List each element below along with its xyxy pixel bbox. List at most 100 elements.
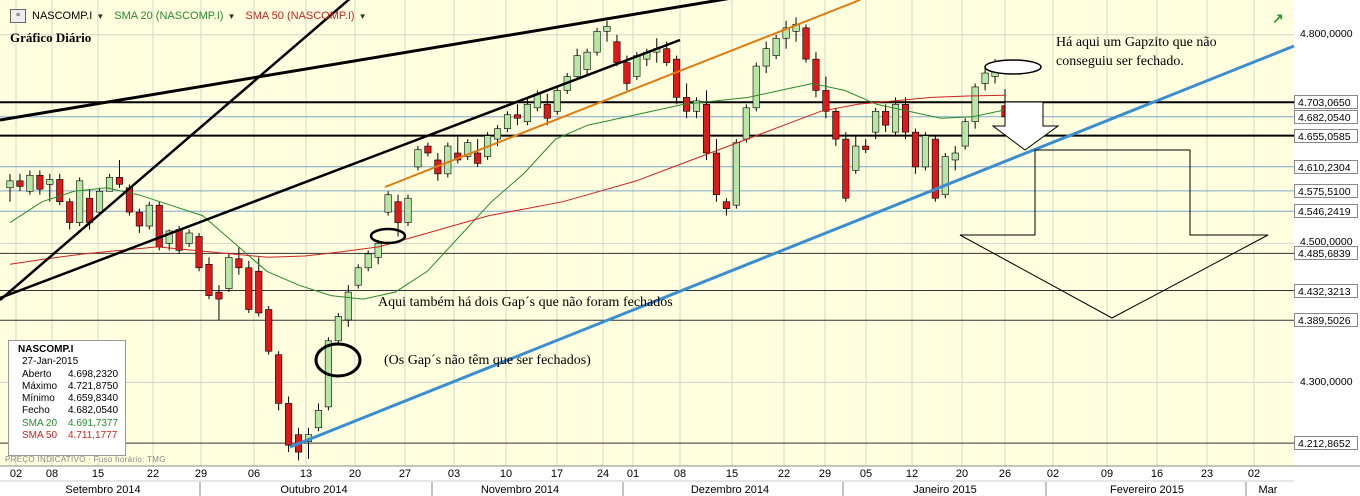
chevron-down-icon[interactable]: ▼ xyxy=(358,11,367,21)
candle-body xyxy=(573,55,581,77)
date-tick-label: 23 xyxy=(1200,468,1214,480)
candle-body xyxy=(872,110,880,133)
candle-body xyxy=(464,142,472,157)
candle-body xyxy=(802,27,810,60)
orange-trendline xyxy=(384,0,861,188)
candle-body xyxy=(882,110,890,126)
info-label: SMA 20 xyxy=(22,417,58,429)
candle-body xyxy=(374,243,382,258)
candle-body xyxy=(6,180,14,189)
candle-body xyxy=(334,316,342,342)
candle-body xyxy=(76,180,84,223)
chart-app-icon[interactable]: ≡ xyxy=(10,9,26,23)
date-tick-label: 22 xyxy=(146,468,160,480)
price-level-label: 4.485,6839 xyxy=(1294,246,1358,261)
info-label: Mínimo xyxy=(22,393,55,405)
candle-body xyxy=(961,121,969,147)
candle-body xyxy=(762,48,770,67)
candle-body xyxy=(314,410,322,429)
gap-ellipse-top xyxy=(984,59,1042,75)
candle-body xyxy=(245,267,253,310)
candle-body xyxy=(56,179,64,203)
legend-sma50[interactable]: SMA 50 (NASCOMP.I) ▼ xyxy=(245,10,366,22)
month-label: Novembro 2014 xyxy=(480,484,560,496)
candle-body xyxy=(384,194,392,213)
candle-body xyxy=(215,291,223,300)
price-tick-label: 4.500,0000 xyxy=(1300,236,1353,249)
price-level-label: 4.703,0650 xyxy=(1294,95,1358,110)
price-tick-label: 4.800,0000 xyxy=(1300,27,1353,40)
sma20-line xyxy=(9,82,1006,300)
price-level-label: 4.655,0585 xyxy=(1294,128,1358,143)
candle-body xyxy=(623,62,631,84)
candle-body xyxy=(663,48,671,63)
candle-body xyxy=(86,197,94,223)
candle-body xyxy=(812,58,820,91)
info-value: 4.698,2320 xyxy=(68,368,119,380)
date-tick-label: 03 xyxy=(447,468,461,480)
chevron-down-icon[interactable]: ▼ xyxy=(96,11,105,21)
info-value: 4.691,7377 xyxy=(68,417,119,429)
date-tick-label: 01 xyxy=(626,468,640,480)
gap-ellipse-low xyxy=(314,342,362,378)
date-tick-label: 02 xyxy=(1046,468,1060,480)
info-box-symbol: NASCOMP.I xyxy=(18,344,74,355)
candle-body xyxy=(712,152,720,196)
date-tick-label: 29 xyxy=(818,468,832,480)
date-tick-label: 02 xyxy=(1247,468,1261,480)
candle-body xyxy=(583,51,591,70)
legend-symbol[interactable]: NASCOMP.I ▼ xyxy=(32,10,104,22)
date-tick-label: 09 xyxy=(1100,468,1114,480)
info-value: 4.682,0540 xyxy=(68,405,119,417)
candle-body xyxy=(344,291,352,321)
legend-sma20[interactable]: SMA 20 (NASCOMP.I) ▼ xyxy=(114,10,235,22)
info-value: 4.721,8750 xyxy=(68,380,119,392)
candle-body xyxy=(513,114,521,119)
price-level-label: 4.610,2304 xyxy=(1294,159,1358,174)
candle-body xyxy=(603,26,611,32)
candle-body xyxy=(424,145,432,154)
candle-body xyxy=(175,229,183,251)
price-level-label: 4.432,3213 xyxy=(1294,283,1358,298)
chart-title: Gráfico Diário xyxy=(10,30,92,45)
candle-body xyxy=(36,174,44,190)
candle-body xyxy=(593,30,601,53)
candle-body xyxy=(26,174,34,192)
candle-body xyxy=(66,201,74,223)
candle-body xyxy=(16,180,24,187)
annotation-gap-top-line2: conseguiu ser fechado. xyxy=(1056,54,1184,69)
candle-body xyxy=(394,201,402,223)
candle-body xyxy=(752,65,760,109)
date-tick-label: 29 xyxy=(194,468,208,480)
price-level-label: 4.575,5100 xyxy=(1294,183,1358,198)
candle-body xyxy=(971,86,979,123)
info-row: Mínimo 4.659,8340 xyxy=(9,393,125,405)
annotation-gap-low: (Os Gap´s não têm que ser fechados) xyxy=(384,353,591,368)
chevron-down-icon[interactable]: ▼ xyxy=(227,11,236,21)
candle-body xyxy=(673,58,681,98)
candle-body xyxy=(444,145,452,175)
target-arrow-large xyxy=(959,149,1269,319)
price-level-label: 4.546,2419 xyxy=(1294,204,1358,219)
trend-up-arrow-icon[interactable]: ↗ xyxy=(1272,10,1284,26)
candle-body xyxy=(693,100,701,112)
info-box: NASCOMP.I 27-Jan-2015 Aberto 4.698,2320 M… xyxy=(8,340,126,456)
month-label: Fevereiro 2015 xyxy=(1110,484,1184,496)
candle-body xyxy=(852,145,860,171)
channel-upper-trendline xyxy=(0,0,730,122)
candle-body xyxy=(732,142,740,206)
info-row: Fecho 4.682,0540 xyxy=(9,405,125,417)
date-tick-label: 06 xyxy=(247,468,261,480)
date-tick-label: 16 xyxy=(1150,468,1164,480)
legend-sma50-label: SMA 50 (NASCOMP.I) xyxy=(245,10,355,22)
footer-note: PREÇO INDICATIVO · Fuso horário: TMG xyxy=(5,455,166,464)
date-tick-label: 24 xyxy=(596,468,610,480)
plot-area xyxy=(0,0,1294,466)
date-tick-label: 02 xyxy=(9,468,23,480)
candle-body xyxy=(523,104,531,123)
candle-body xyxy=(782,27,790,39)
annotation-gap-mid: Aqui também há dois Gap´s que não foram … xyxy=(378,295,673,310)
candle-body xyxy=(165,230,173,244)
